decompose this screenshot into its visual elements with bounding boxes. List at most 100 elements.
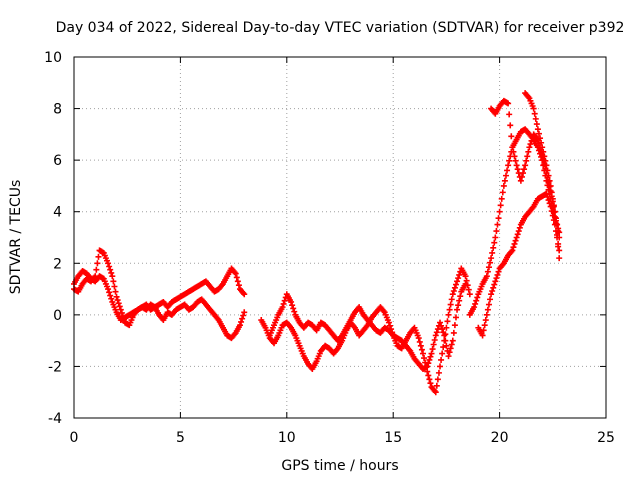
data-point-fill: [489, 288, 496, 295]
data-point-fill: [417, 342, 424, 349]
data-point-fill: [291, 308, 298, 315]
data-point-fill: [516, 224, 523, 231]
data-point-fill: [550, 217, 557, 224]
data-point-fill: [118, 309, 125, 316]
data-point-fill: [452, 314, 459, 321]
data-point-fill: [426, 356, 433, 363]
data-point-fill: [521, 166, 528, 173]
x-axis-label: GPS time / hours: [281, 458, 398, 474]
data-point-fill: [538, 139, 545, 146]
data-point: [279, 304, 286, 311]
data-point-fill: [234, 278, 241, 285]
y-axis-label: SDTVAR / TECUs: [8, 180, 24, 295]
data-point-fill: [510, 244, 517, 251]
data-point: [505, 162, 512, 169]
data-point: [424, 363, 431, 370]
data-point: [509, 144, 516, 151]
data-point-fill: [508, 133, 515, 140]
y-tick-label: -4: [48, 411, 62, 427]
data-point-fill: [281, 297, 288, 304]
data-point: [483, 311, 490, 318]
data-point-fill: [550, 202, 557, 209]
data-point: [526, 144, 533, 151]
data-point-fill: [443, 324, 450, 331]
data-point: [517, 177, 524, 184]
data-point: [539, 144, 546, 151]
data-points: [71, 90, 563, 396]
data-point: [530, 105, 537, 112]
data-point-fill: [525, 148, 532, 155]
data-point-fill: [106, 289, 113, 296]
data-point-fill: [119, 313, 126, 320]
data-point: [543, 162, 550, 169]
data-point-fill: [452, 281, 459, 288]
data-point: [509, 247, 516, 254]
data-point-fill: [290, 305, 297, 312]
data-point-fill: [548, 189, 555, 196]
data-point-fill: [440, 329, 447, 336]
data-point-fill: [495, 215, 502, 222]
data-point: [445, 311, 452, 318]
data-point-fill: [511, 240, 518, 247]
data-point-fill: [434, 376, 441, 383]
data-point: [428, 350, 435, 357]
data-point-fill: [233, 274, 240, 281]
data-point-fill: [457, 293, 464, 300]
data-point-fill: [108, 295, 115, 302]
data-point-fill: [447, 345, 454, 352]
data-point-fill: [541, 153, 548, 160]
data-point-fill: [494, 271, 501, 278]
data-point-fill: [443, 342, 450, 349]
data-point-fill: [114, 297, 121, 304]
x-tick-label: 15: [384, 430, 402, 446]
data-point-fill: [489, 249, 496, 256]
data-point-fill: [487, 296, 494, 303]
data-point-fill: [456, 271, 463, 278]
data-point-fill: [387, 322, 394, 329]
data-point: [105, 260, 112, 267]
data-point-fill: [542, 157, 549, 164]
data-point: [424, 368, 431, 375]
y-tick-label: 0: [53, 308, 62, 324]
data-point-fill: [520, 170, 527, 177]
data-point: [496, 208, 503, 215]
data-point-fill: [455, 302, 462, 309]
data-point-fill: [485, 301, 492, 308]
data-point: [415, 335, 422, 342]
data-point: [556, 247, 563, 254]
data-point-fill: [108, 269, 115, 276]
data-point-fill: [549, 195, 556, 202]
data-point: [117, 306, 124, 313]
data-point-fill: [491, 281, 498, 288]
data-point-fill: [448, 296, 455, 303]
data-point-fill: [485, 264, 492, 271]
data-point-fill: [438, 356, 445, 363]
data-point-fill: [490, 284, 497, 291]
x-tick-label: 25: [597, 430, 615, 446]
data-point: [543, 190, 550, 197]
data-point-fill: [484, 306, 491, 313]
data-point-fill: [535, 130, 542, 137]
data-point: [483, 273, 490, 280]
data-point-fill: [450, 288, 457, 295]
data-point: [437, 319, 444, 326]
data-point-fill: [439, 350, 446, 357]
data-point: [385, 319, 392, 326]
data-point-fill: [429, 346, 436, 353]
y-tick-label: 8: [53, 102, 62, 118]
data-point-fill: [426, 376, 433, 383]
data-point-fill: [107, 292, 114, 299]
data-point-fill: [121, 316, 128, 323]
data-point-fill: [545, 172, 552, 179]
data-point: [449, 291, 456, 298]
data-point-fill: [481, 322, 488, 329]
data-point: [236, 322, 243, 329]
data-point-fill: [540, 148, 547, 155]
data-point: [445, 353, 452, 360]
data-point-fill: [528, 137, 535, 144]
data-point-fill: [239, 315, 246, 322]
data-point-fill: [106, 263, 113, 270]
data-point-fill: [451, 284, 458, 291]
data-point: [513, 162, 520, 169]
